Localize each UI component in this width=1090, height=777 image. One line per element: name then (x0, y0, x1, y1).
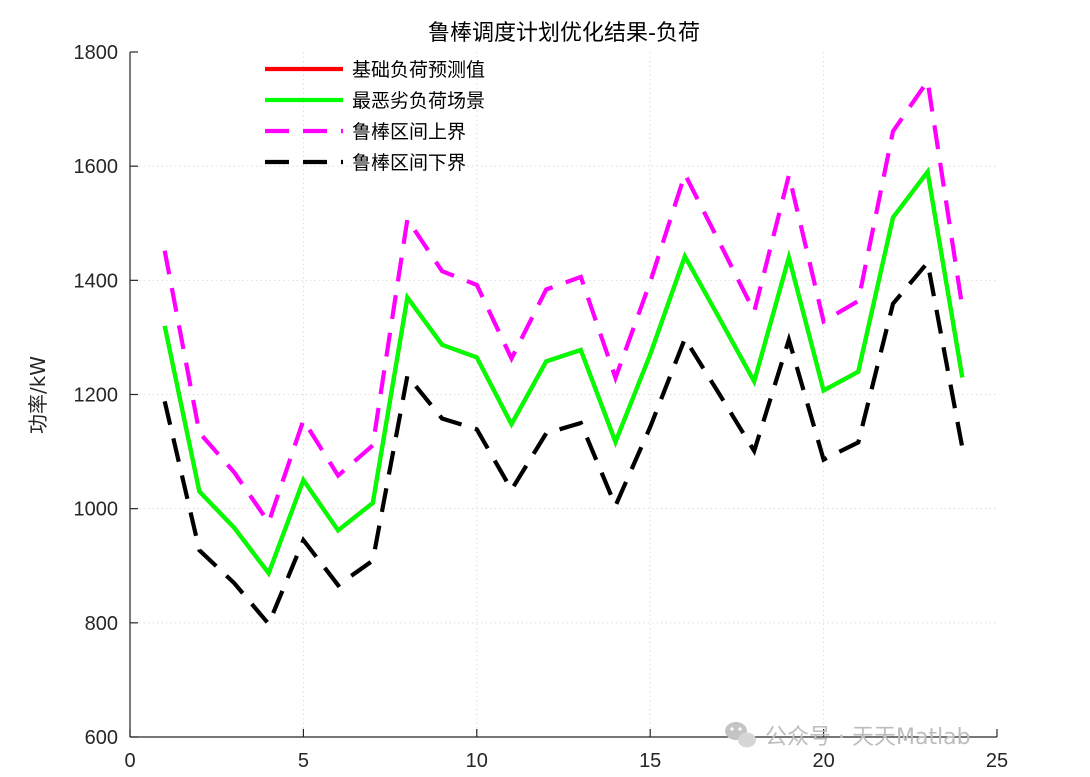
legend-entry-0: 基础负荷预测值 (352, 59, 485, 81)
axes (129, 51, 998, 738)
series-line-1 (162, 166, 965, 578)
chart-title: 鲁棒调度计划优化结果-负荷 (428, 21, 700, 46)
watermark-text: 公众号 · 天天Matlab (765, 725, 971, 750)
series-line-0 (162, 166, 965, 578)
legend-entry-2: 鲁棒区间上界 (352, 121, 466, 143)
watermark: 公众号 · 天天Matlab (725, 722, 971, 750)
series-group (162, 75, 965, 628)
tick-labels: 0 5 10 15 20 25 600 800 1000 1200 1400 1600 1800 (74, 42, 1009, 772)
y-tick-label: 1600 (74, 156, 119, 178)
legend-entry-1: 最恶劣负荷场景 (352, 90, 485, 112)
x-tick-label: 0 (124, 750, 135, 772)
y-tick-label: 1200 (74, 385, 119, 407)
x-tick-label: 15 (639, 750, 661, 772)
y-tick-label: 1400 (74, 270, 119, 292)
x-tick-label: 10 (466, 750, 488, 772)
x-tick-label: 25 (986, 750, 1008, 772)
wechat-icon (725, 722, 756, 748)
x-tick-label: 20 (812, 750, 834, 772)
x-tick-label: 5 (298, 750, 309, 772)
y-axis-label: 功率/kW (26, 356, 50, 434)
y-tick-label: 600 (85, 727, 118, 749)
legend-entry-3: 鲁棒区间下界 (352, 152, 466, 174)
y-tick-label: 800 (85, 613, 118, 635)
grid-lines (130, 52, 997, 737)
series-line-2 (162, 75, 965, 528)
series-line-3 (162, 257, 965, 628)
y-tick-label: 1800 (74, 42, 119, 64)
y-tick-label: 1000 (74, 499, 119, 521)
